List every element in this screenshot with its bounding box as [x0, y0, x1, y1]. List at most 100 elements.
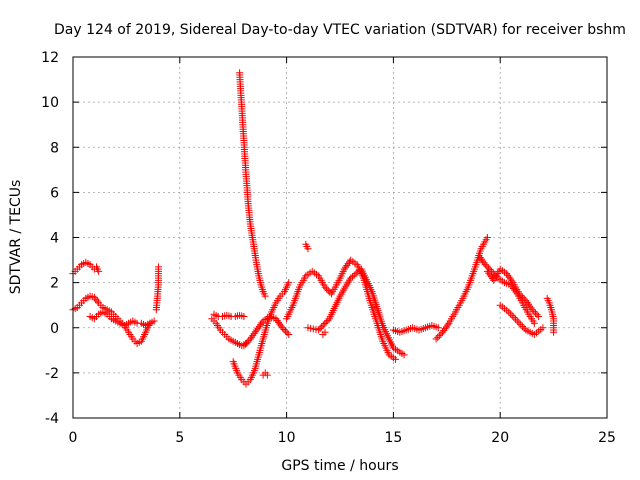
data-point-fill — [326, 288, 334, 296]
data-point — [154, 263, 162, 271]
data-point-fill — [280, 325, 288, 333]
data-point-fill — [352, 270, 360, 278]
data-point-fill — [255, 322, 263, 330]
data-point-fill — [316, 324, 324, 332]
data-point-fill — [282, 327, 290, 335]
data-point-fill — [257, 321, 265, 329]
data-point-fill — [524, 300, 532, 308]
data-point — [515, 290, 523, 298]
data-point — [95, 267, 103, 275]
x-tick-label: 0 — [69, 430, 78, 446]
y-tick-label: -2 — [45, 366, 59, 382]
data-point-fill — [348, 273, 356, 281]
data-point-fill — [435, 332, 443, 340]
data-point — [505, 308, 513, 316]
data-point — [315, 326, 323, 334]
data-point-fill — [508, 312, 516, 320]
data-point-fill — [517, 321, 525, 329]
x-tick-label: 25 — [598, 430, 616, 446]
data-point-fill — [251, 328, 259, 336]
data-point-fill — [245, 337, 253, 345]
data-point-fill — [523, 298, 531, 306]
data-point-fill — [526, 302, 534, 310]
data-point — [285, 279, 293, 287]
data-point-fill — [243, 338, 251, 346]
data-point — [481, 261, 489, 269]
y-tick-label: -4 — [45, 411, 59, 427]
data-point-fill — [324, 287, 332, 295]
data-point-fill — [437, 330, 445, 338]
data-point — [392, 355, 400, 363]
data-point-fill — [520, 295, 528, 303]
data-point-fill — [476, 253, 484, 261]
data-point-fill — [517, 292, 525, 300]
data-point-fill — [505, 273, 513, 281]
data-point — [321, 283, 329, 291]
y-tick-label: 10 — [41, 95, 59, 111]
data-point — [483, 267, 491, 275]
data-point — [522, 297, 530, 305]
y-tick-label: 0 — [50, 321, 59, 337]
data-point-fill — [277, 322, 285, 330]
data-point-fill — [487, 273, 495, 281]
data-point — [240, 342, 248, 350]
data-point-fill — [483, 262, 491, 270]
chart-title: Day 124 of 2019, Sidereal Day-to-day VTE… — [54, 22, 626, 38]
data-point-fill — [318, 323, 326, 331]
data-point — [278, 324, 286, 332]
y-tick-label: 8 — [50, 140, 59, 156]
data-point-fill — [434, 333, 442, 341]
data-point-fill — [520, 324, 528, 332]
data-point-fill — [319, 321, 327, 329]
data-point-fill — [248, 333, 256, 341]
data-point-fill — [354, 268, 362, 276]
y-tick-label: 2 — [50, 276, 59, 292]
data-point — [240, 312, 248, 320]
data-point — [253, 326, 261, 334]
plot-frame — [72, 56, 608, 419]
data-point — [475, 252, 483, 260]
data-point-fill — [276, 320, 284, 328]
data-point-fill — [442, 323, 450, 331]
x-tick-label: 15 — [384, 430, 402, 446]
data-point — [272, 315, 280, 323]
data-point-fill — [441, 325, 449, 333]
data-point — [400, 351, 408, 359]
data-point — [347, 274, 355, 282]
data-point-fill — [515, 319, 523, 327]
data-point-fill — [506, 275, 514, 283]
data-point-fill — [480, 259, 488, 267]
data-point-fill — [485, 269, 493, 277]
data-point-fill — [504, 271, 512, 279]
data-point-fill — [323, 285, 331, 293]
data-point-fill — [254, 324, 262, 332]
x-tick-label: 10 — [278, 430, 296, 446]
data-point-fill — [250, 330, 258, 338]
data-point-fill — [531, 309, 539, 317]
data-point-fill — [321, 320, 329, 328]
data-point — [285, 331, 293, 339]
data-point-fill — [324, 316, 332, 324]
data-point — [513, 317, 521, 325]
data-point — [146, 319, 154, 327]
data-point — [528, 306, 536, 314]
data-point-fill — [512, 315, 520, 323]
data-point-fill — [530, 307, 538, 315]
x-tick-label: 20 — [491, 430, 509, 446]
data-point-fill — [486, 271, 494, 279]
data-point — [539, 324, 547, 332]
y-axis-label: SDTVAR / TECUs — [8, 180, 24, 295]
data-point-fill — [506, 310, 514, 318]
data-point-fill — [249, 331, 257, 339]
data-point — [434, 324, 442, 332]
data-point-fill — [342, 263, 350, 271]
data-point — [550, 328, 558, 336]
data-point-fill — [274, 318, 282, 326]
data-point-fill — [343, 261, 351, 269]
data-point-fill — [508, 277, 516, 285]
x-axis-label: GPS time / hours — [281, 458, 398, 474]
data-point-fill — [241, 340, 249, 348]
data-point-fill — [440, 326, 448, 334]
